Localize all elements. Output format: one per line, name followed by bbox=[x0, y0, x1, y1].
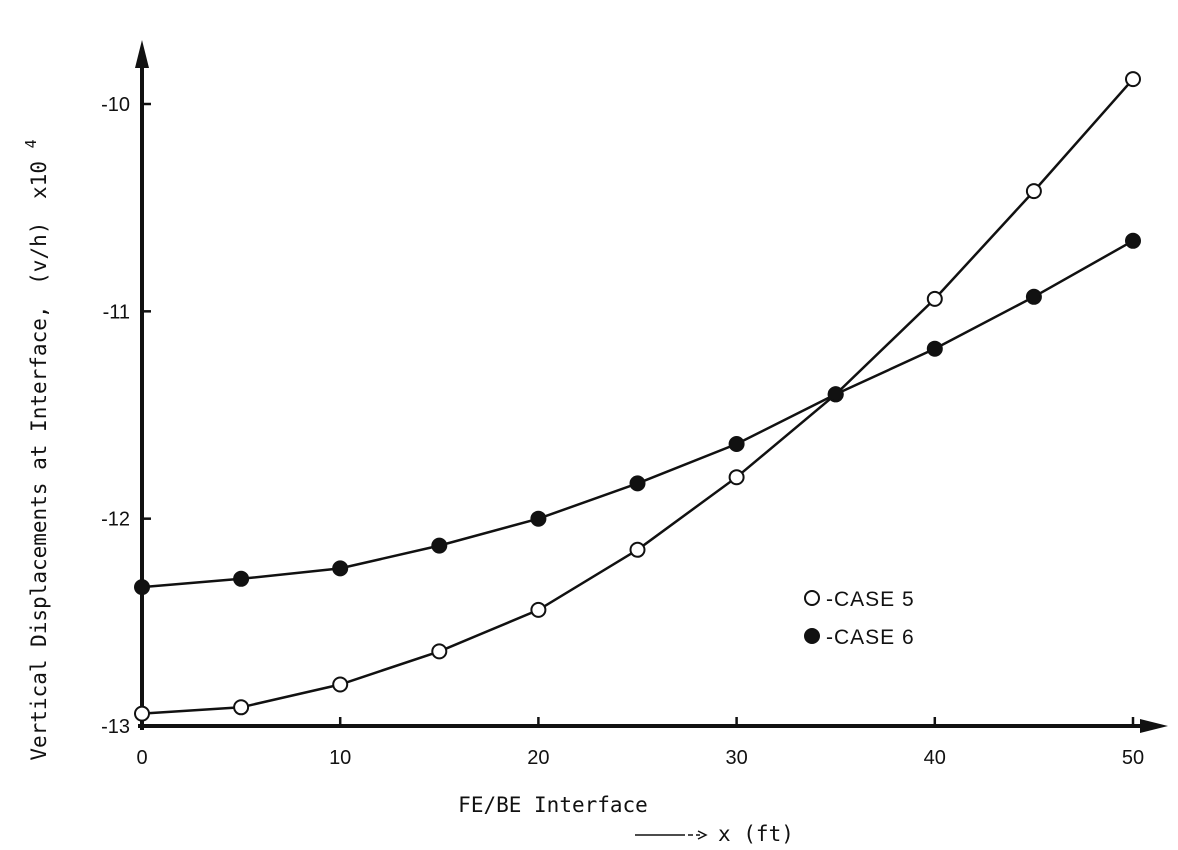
y-axis-label-scale: x10 bbox=[27, 161, 51, 199]
x-arrow-head bbox=[697, 830, 708, 840]
ticks: 0 10 20 30 40 50 -13 -12 -11 -10 bbox=[101, 94, 1144, 769]
x-tick-label: 50 bbox=[1122, 747, 1144, 769]
y-tick-label: -11 bbox=[103, 301, 130, 323]
x-tick-label: 30 bbox=[725, 747, 747, 769]
data-point-case-6 bbox=[530, 510, 547, 527]
series-line-case-6 bbox=[141, 239, 1134, 589]
legend-marker-case-6 bbox=[804, 628, 820, 644]
series-line-case-5 bbox=[141, 78, 1134, 715]
data-point-case-6 bbox=[926, 340, 943, 357]
data-point-case-5 bbox=[431, 643, 448, 660]
series-layer bbox=[134, 71, 1141, 722]
data-point-case-6 bbox=[332, 560, 349, 577]
data-point-case-5 bbox=[1125, 71, 1141, 88]
data-point-case-5 bbox=[332, 676, 349, 693]
data-point-case-5 bbox=[530, 601, 547, 618]
data-point-case-5 bbox=[728, 469, 745, 486]
data-point-case-6 bbox=[629, 475, 646, 492]
legend-label-case-6: -CASE 6 bbox=[826, 626, 915, 649]
data-point-case-5 bbox=[233, 699, 250, 716]
data-point-case-5 bbox=[926, 290, 943, 307]
y-axis-label: Vertical Displacements at Interface, (v/… bbox=[22, 139, 51, 760]
x-tick-label: 40 bbox=[924, 747, 946, 769]
data-point-case-5 bbox=[629, 541, 646, 558]
y-axis-label-scale-exp: 4 bbox=[22, 139, 40, 148]
x-axis-label: FE/BE Interface bbox=[458, 793, 648, 817]
data-point-case-6 bbox=[827, 386, 844, 403]
y-tick-label: -13 bbox=[101, 716, 130, 738]
data-point-case-6 bbox=[134, 579, 150, 596]
x-axis-arrow bbox=[1140, 719, 1168, 733]
y-axis-label-text: Vertical Displacements at Interface, bbox=[27, 306, 51, 761]
data-point-case-5 bbox=[134, 705, 150, 722]
x-tick-label: 10 bbox=[329, 747, 351, 769]
y-tick-label: -12 bbox=[101, 509, 130, 531]
data-point-case-6 bbox=[233, 570, 250, 587]
x-tick-label: 0 bbox=[136, 747, 147, 769]
y-axis-label-symbol: (v/h) bbox=[27, 222, 51, 285]
data-point-case-6 bbox=[1025, 288, 1042, 305]
legend-label-case-5: -CASE 5 bbox=[826, 588, 915, 611]
x-tick-label: 20 bbox=[527, 747, 549, 769]
x-axis-label-sub: x (ft) bbox=[718, 822, 794, 846]
data-point-case-5 bbox=[1025, 183, 1042, 200]
y-tick-label: -10 bbox=[101, 94, 130, 116]
axes bbox=[135, 40, 1168, 733]
data-point-case-6 bbox=[728, 436, 745, 452]
data-point-case-6 bbox=[431, 537, 448, 554]
y-axis-arrow bbox=[135, 40, 149, 68]
data-point-case-6 bbox=[1125, 232, 1141, 249]
legend: -CASE 5 -CASE 6 bbox=[804, 588, 915, 649]
legend-marker-case-5 bbox=[804, 590, 820, 606]
